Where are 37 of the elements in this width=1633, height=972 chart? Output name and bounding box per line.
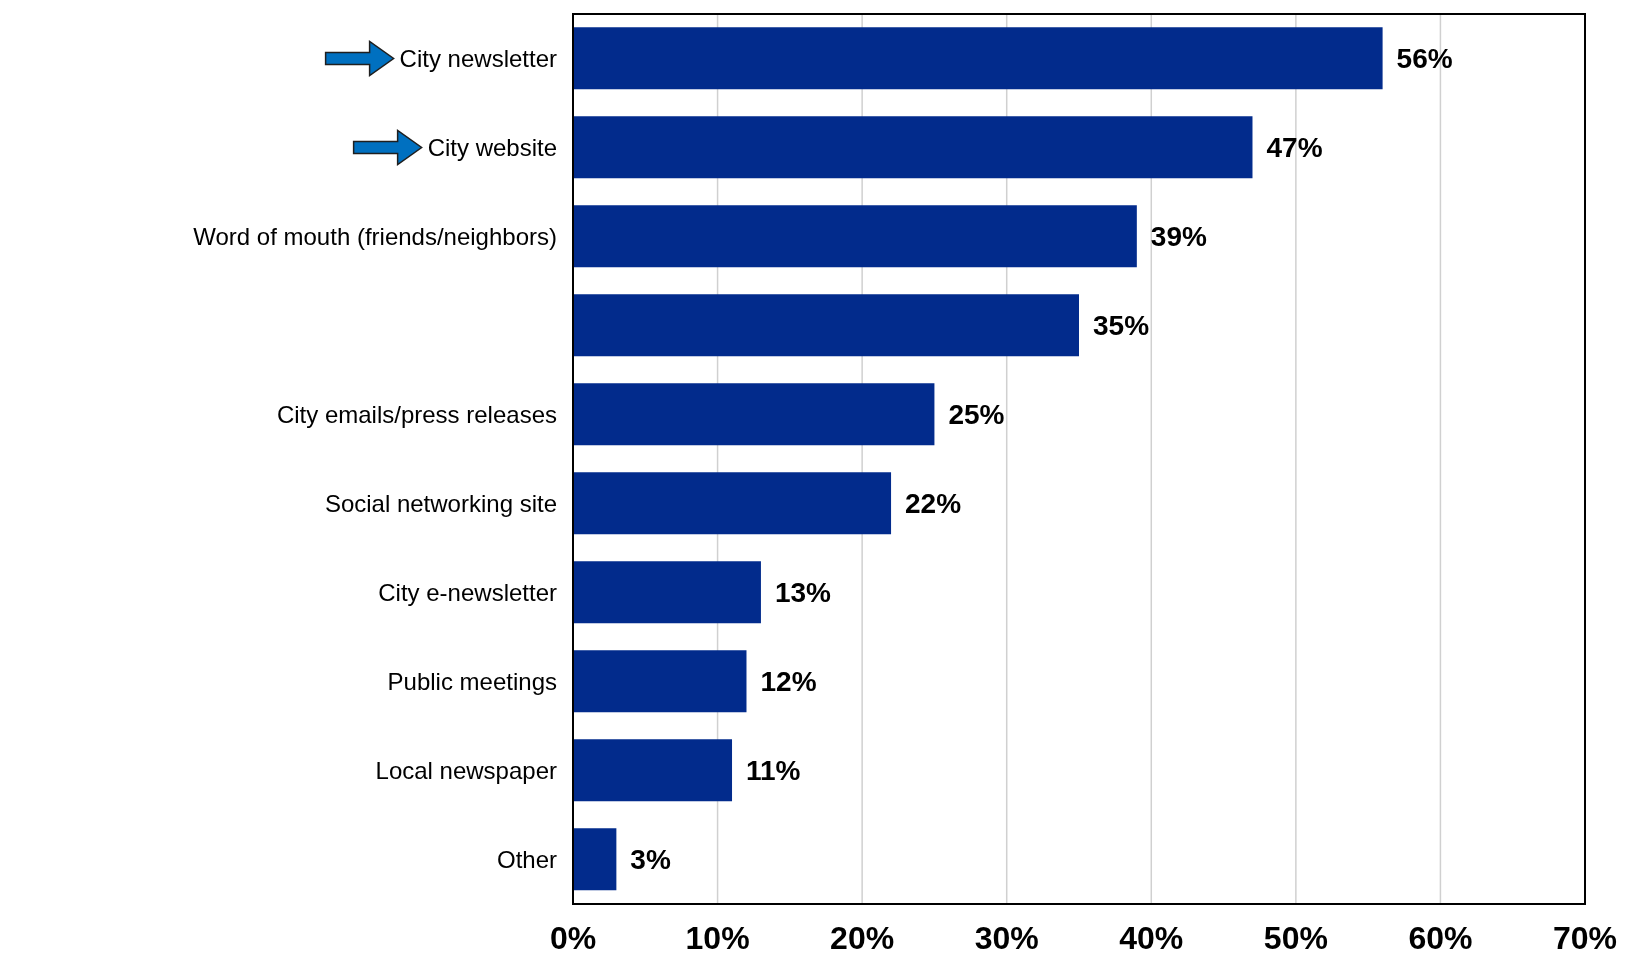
y-tick-label: Local newspaper (375, 756, 558, 784)
bar (573, 294, 1079, 357)
bar (573, 116, 1253, 179)
y-tick-label: City website (427, 133, 557, 161)
x-tick-label: 40% (1119, 919, 1184, 956)
bar (573, 828, 617, 891)
data-label: 22% (905, 488, 962, 520)
data-label: 13% (774, 577, 832, 609)
y-tick-label: Word of mouth (friends/neighbors) (193, 222, 557, 250)
data-label: 35% (1093, 310, 1150, 342)
bar (573, 27, 1383, 90)
x-tick-label: 50% (1263, 919, 1328, 956)
x-tick-label: 60% (1408, 919, 1473, 956)
x-tick-label: 70% (1552, 919, 1618, 956)
data-label: 39% (1150, 221, 1207, 253)
x-tick-label: 10% (685, 919, 750, 956)
x-tick-label: 30% (974, 919, 1039, 956)
bar (573, 739, 733, 802)
y-tick-label: Social networking site (324, 489, 557, 517)
y-tick-label: City emails/press releases (276, 400, 557, 428)
data-label: 11% (746, 755, 801, 787)
bar (573, 561, 761, 624)
bar (573, 650, 747, 713)
data-label: 25% (948, 399, 1005, 431)
y-tick-label: Public meetings (387, 667, 557, 695)
bar (573, 205, 1137, 268)
bar (573, 472, 892, 535)
y-tick-label: Other (496, 845, 557, 873)
y-tick-label: City newsletter (399, 44, 557, 72)
data-label: 47% (1266, 132, 1323, 164)
x-tick-label: 20% (830, 919, 895, 956)
bar (573, 383, 935, 446)
data-label: 56% (1396, 43, 1453, 75)
data-label: 12% (760, 666, 817, 698)
y-tick-label: City e-newsletter (378, 578, 557, 606)
data-label: 3% (630, 844, 671, 876)
x-tick-label: 0% (549, 919, 597, 956)
